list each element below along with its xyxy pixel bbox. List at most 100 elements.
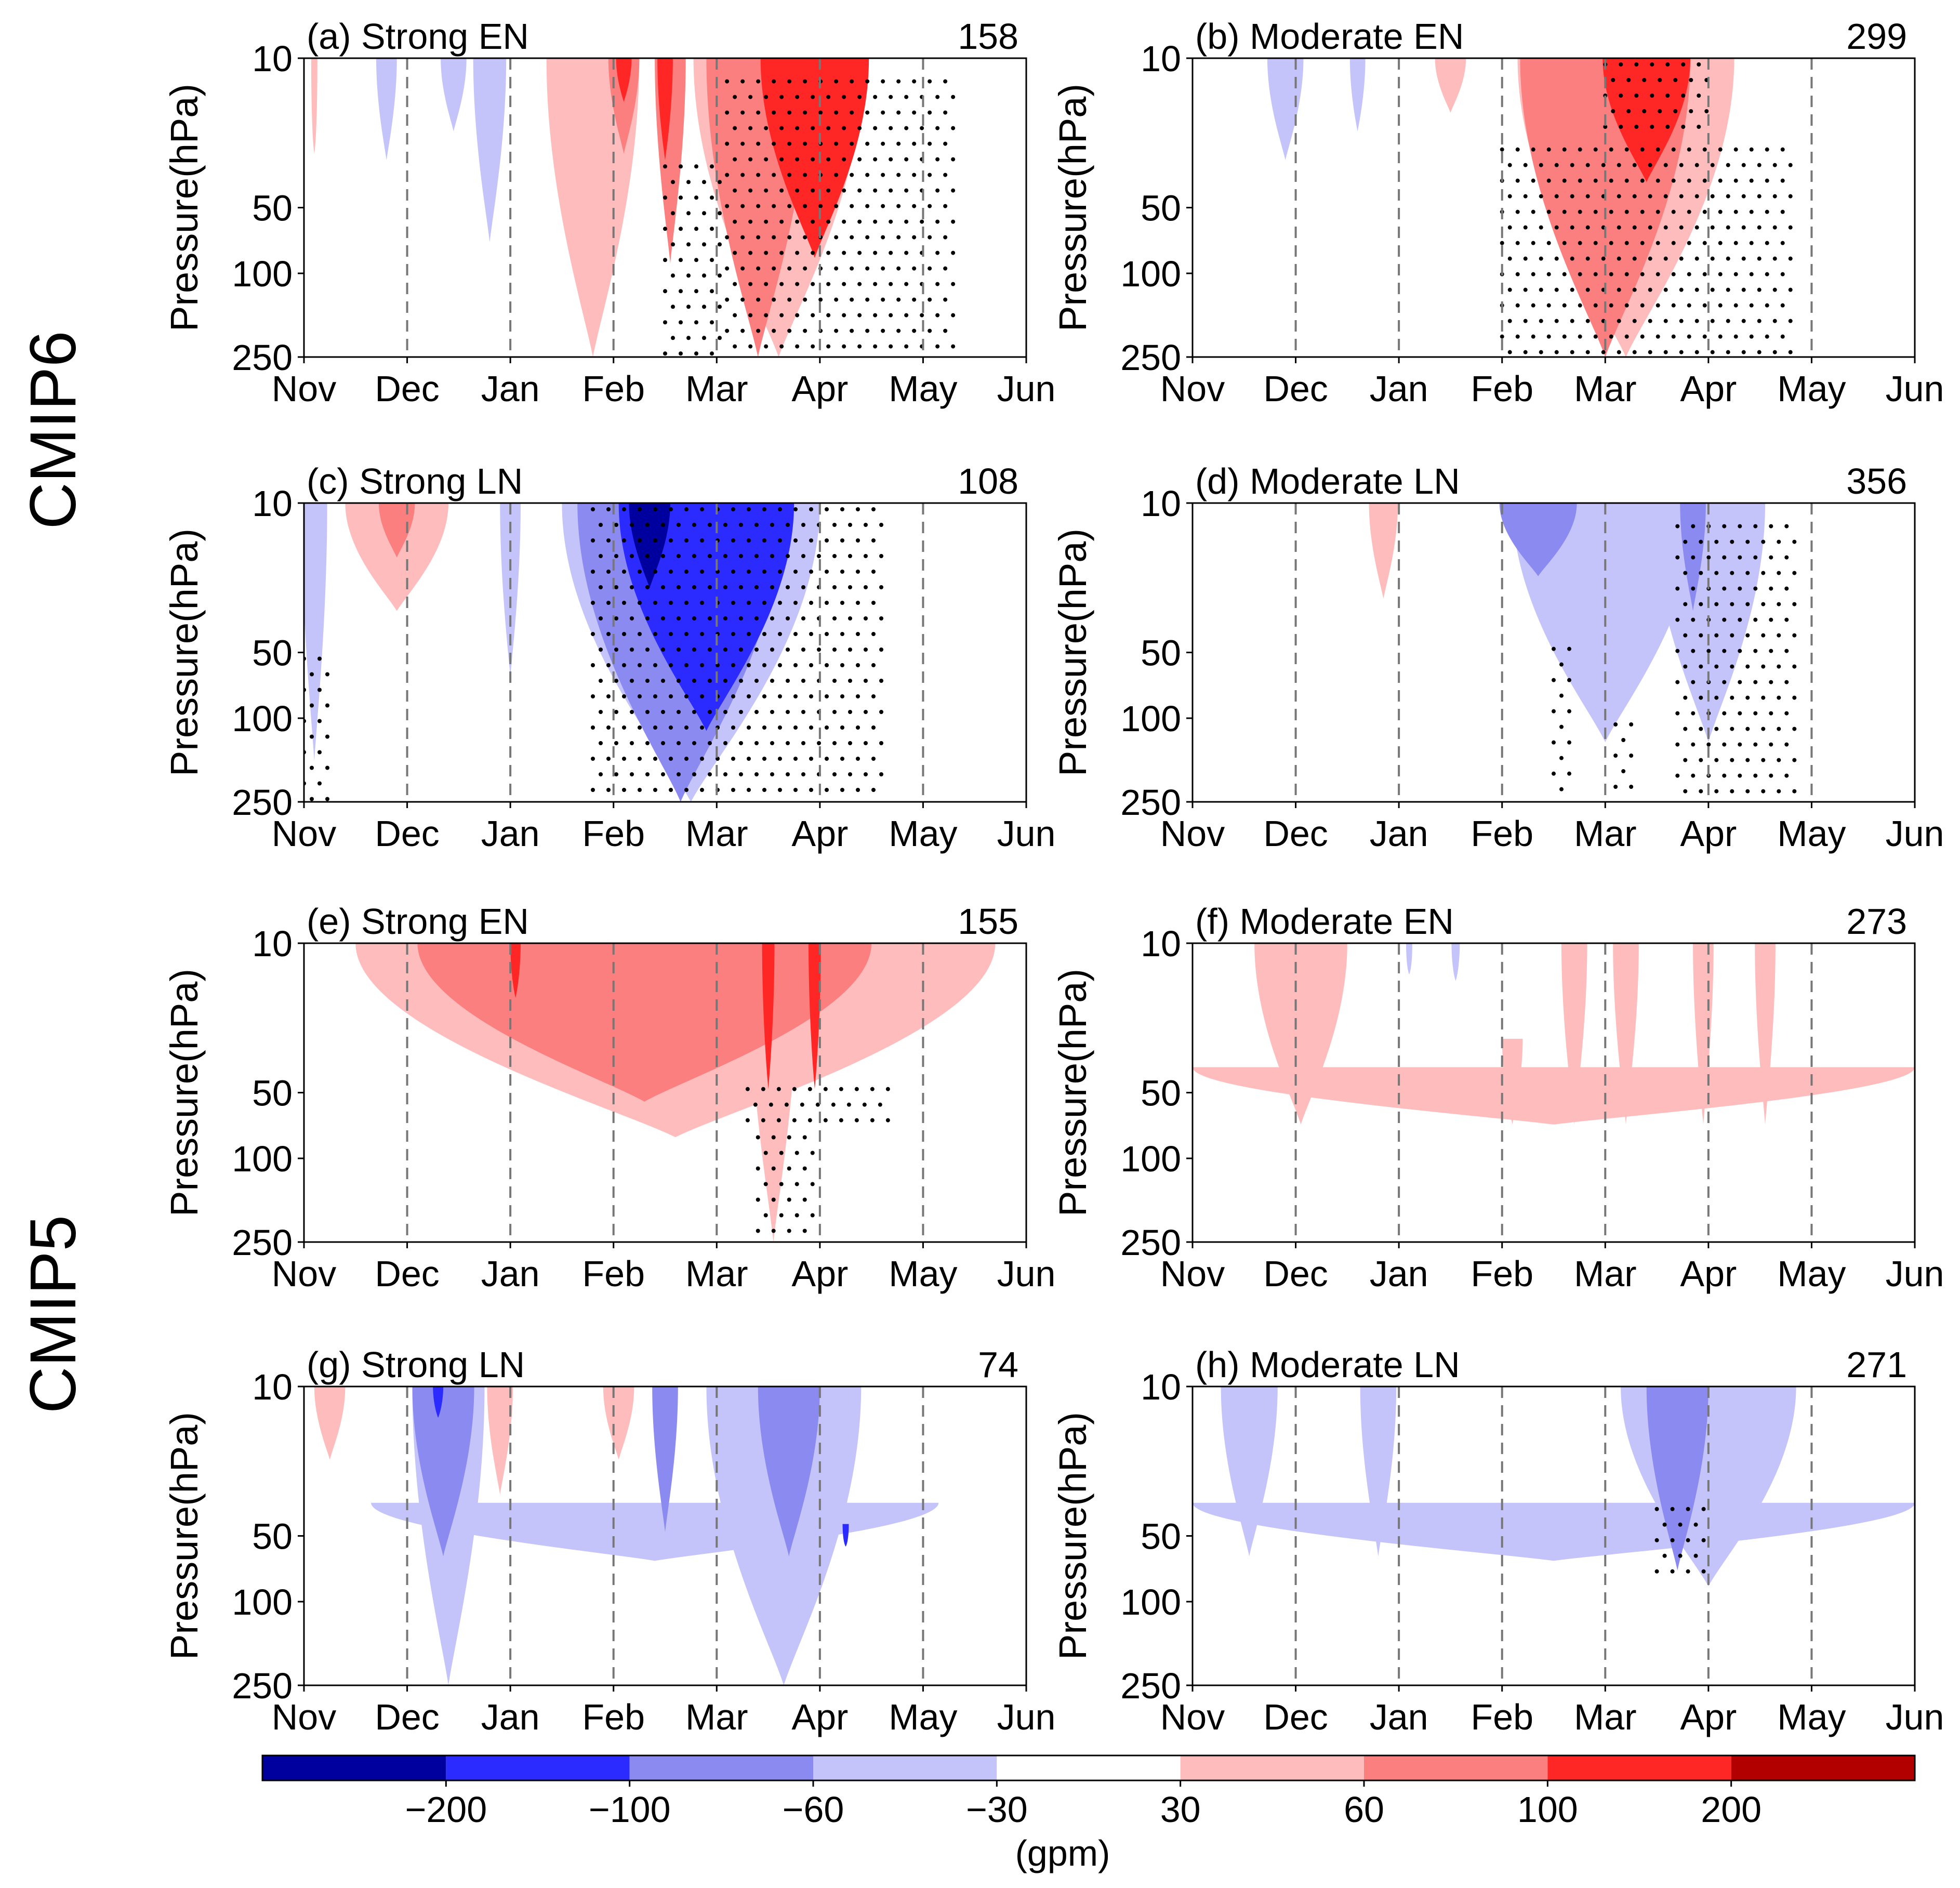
y-tick-label-a-250: 250 xyxy=(232,337,293,378)
significance-dot-b-0 xyxy=(1554,287,1559,292)
significance-dot-e-1 xyxy=(794,1182,799,1186)
significance-dot-a-0 xyxy=(881,266,885,271)
significance-dot-b-0 xyxy=(1687,334,1691,339)
significance-dot-a-0 xyxy=(850,173,854,177)
significance-dot-c-0 xyxy=(622,632,626,636)
significance-dot-b-0 xyxy=(1702,178,1707,183)
significance-dot-d-0 xyxy=(1753,524,1758,529)
significance-dot-d-1 xyxy=(1559,693,1564,698)
x-tick-label-c-dec: Dec xyxy=(375,813,439,854)
significance-dot-d-0 xyxy=(1714,571,1719,575)
significance-dot-c-0 xyxy=(786,648,790,652)
significance-dot-d-0 xyxy=(1753,742,1758,747)
significance-dot-b-0 xyxy=(1507,350,1512,354)
significance-dot-a-1 xyxy=(679,289,683,294)
significance-dot-b-0 xyxy=(1593,147,1598,152)
x-tick-label-d-jun: Jun xyxy=(1886,813,1944,854)
significance-dot-d-0 xyxy=(1784,617,1789,622)
significance-dot-a-0 xyxy=(733,313,737,318)
significance-dot-c-0 xyxy=(879,554,883,558)
significance-dot-d-0 xyxy=(1714,758,1719,762)
significance-dot-e-0 xyxy=(846,1102,851,1107)
significance-dot-c-0 xyxy=(856,725,860,730)
significance-dot-c-0 xyxy=(801,554,805,558)
y-axis-label-g: Pressure(hPa) xyxy=(163,1412,206,1660)
significance-dot-a-0 xyxy=(935,344,940,349)
significance-dot-c-0 xyxy=(677,523,681,527)
significance-dot-d-0 xyxy=(1745,789,1750,794)
significance-dot-c-0 xyxy=(731,694,735,698)
x-tick-label-g-apr: Apr xyxy=(791,1697,848,1737)
anomaly-region-a-3 xyxy=(473,58,507,243)
significance-dot-b-0 xyxy=(1718,303,1723,308)
significance-dot-c-0 xyxy=(801,648,805,652)
significance-dot-b-0 xyxy=(1733,272,1738,276)
significance-dot-c-1 xyxy=(325,765,329,770)
significance-dot-d-1 xyxy=(1567,740,1571,745)
significance-dot-c-0 xyxy=(692,648,696,652)
significance-dot-c-0 xyxy=(708,648,712,652)
significance-dot-a-0 xyxy=(764,126,769,130)
x-tick-label-e-apr: Apr xyxy=(791,1253,848,1294)
significance-dot-c-0 xyxy=(630,523,634,527)
significance-dot-a-1 xyxy=(710,164,714,169)
significance-dot-c-0 xyxy=(747,538,751,543)
significance-dot-e-0 xyxy=(885,1087,890,1091)
significance-dot-a-0 xyxy=(803,328,807,333)
significance-dot-b-0 xyxy=(1687,209,1691,214)
significance-dot-d-0 xyxy=(1683,664,1688,669)
significance-dot-c-0 xyxy=(669,725,673,730)
panel-e: Nov Dec Jan Feb Mar Apr May Jun 10 50 100 250 Pressu… xyxy=(163,901,1055,1294)
significance-dot-d-0 xyxy=(1745,695,1750,700)
significance-dot-b-0 xyxy=(1523,225,1528,230)
significance-dot-b-0 xyxy=(1780,241,1785,245)
significance-dot-e-0 xyxy=(800,1102,804,1107)
significance-dot-a-0 xyxy=(943,204,948,208)
significance-dot-e-0 xyxy=(761,1118,765,1123)
anomaly-region-d-3 xyxy=(1499,503,1577,576)
significance-dot-c-0 xyxy=(606,725,611,730)
significance-dot-b-0 xyxy=(1531,178,1535,183)
significance-dot-d-0 xyxy=(1761,664,1766,669)
significance-dot-d-0 xyxy=(1777,664,1781,669)
y-tick-label-f-50: 50 xyxy=(1141,1073,1181,1114)
significance-dot-c-0 xyxy=(864,772,868,776)
y-tick-label-d-100: 100 xyxy=(1120,698,1181,739)
significance-dot-d-1 xyxy=(1567,678,1571,682)
significance-dot-d-0 xyxy=(1691,586,1696,591)
significance-dot-a-0 xyxy=(834,328,839,333)
panel-b: Nov Dec Jan Feb Mar Apr May Jun 10 50 100 250 Pressu… xyxy=(1051,16,1944,409)
significance-dot-a-0 xyxy=(733,157,737,162)
significance-dot-b-0 xyxy=(1609,147,1613,152)
x-tick-label-c-may: May xyxy=(889,813,957,854)
significance-dot-a-0 xyxy=(725,204,730,208)
significance-dot-c-0 xyxy=(754,616,759,620)
anomaly-region-f-1 xyxy=(1254,943,1347,1125)
significance-dot-a-0 xyxy=(881,297,885,302)
significance-dot-a-0 xyxy=(928,110,932,115)
significance-dot-b-0 xyxy=(1679,256,1684,261)
significance-dot-a-0 xyxy=(826,157,831,162)
significance-dot-c-0 xyxy=(770,523,774,527)
significance-dot-b-0 xyxy=(1671,241,1676,245)
colorbar-tick-label-6: 100 xyxy=(1517,1789,1578,1830)
significance-dot-c-0 xyxy=(739,772,743,776)
significance-dot-a-0 xyxy=(951,344,956,349)
significance-dot-d-0 xyxy=(1699,602,1703,606)
significance-dot-a-0 xyxy=(764,95,769,99)
significance-dot-c-0 xyxy=(864,554,868,558)
significance-dot-d-0 xyxy=(1683,602,1688,606)
x-tick-label-h-nov: Nov xyxy=(1160,1697,1225,1737)
significance-dot-e-1 xyxy=(787,1229,791,1233)
significance-dot-c-0 xyxy=(645,554,650,558)
significance-dot-a-1 xyxy=(686,273,691,278)
significance-dot-b-1 xyxy=(1665,94,1670,98)
significance-dot-b-0 xyxy=(1523,194,1528,199)
significance-dot-a-1 xyxy=(718,305,722,309)
significance-dot-c-0 xyxy=(700,788,704,792)
significance-dot-d-0 xyxy=(1777,633,1781,638)
significance-dot-c-0 xyxy=(871,570,876,574)
significance-dot-b-0 xyxy=(1765,241,1769,245)
significance-dot-c-0 xyxy=(778,725,782,730)
anomaly-fields-a xyxy=(311,58,956,357)
